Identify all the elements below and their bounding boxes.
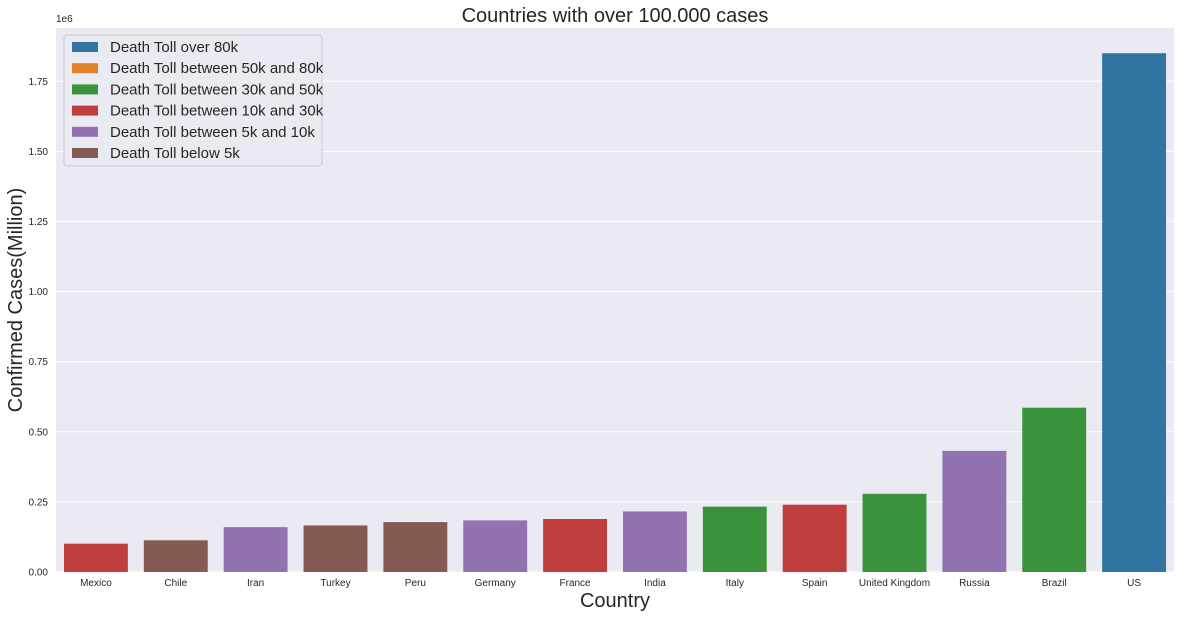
x-tick-label: Russia [959, 578, 990, 589]
y-tick-label: 1.25 [29, 217, 49, 228]
legend-label: Death Toll below 5k [110, 145, 240, 162]
bar [383, 522, 448, 572]
y-tick-label: 1.50 [29, 147, 49, 158]
bar [1022, 407, 1087, 572]
y-tick-label: 1.00 [29, 287, 49, 298]
x-tick-label: France [560, 578, 592, 589]
bar [702, 506, 767, 572]
x-tick-label: Italy [726, 578, 744, 589]
x-tick-label: Chile [164, 578, 187, 589]
legend-swatch [72, 63, 98, 74]
bar [1102, 53, 1167, 572]
x-tick-label: Mexico [80, 578, 112, 589]
y-tick-label: 0.50 [29, 427, 49, 438]
y-tick-label: 1.75 [29, 77, 49, 88]
bar [862, 493, 927, 572]
x-tick-label: United Kingdom [859, 578, 930, 589]
legend-swatch [72, 84, 98, 95]
legend-label: Death Toll over 80k [110, 39, 239, 56]
legend-swatch [72, 126, 98, 137]
bar [543, 519, 608, 572]
bar [782, 504, 847, 572]
bar [942, 450, 1007, 572]
y-offset-label: 1e6 [56, 14, 73, 25]
legend-label: Death Toll between 10k and 30k [110, 103, 324, 120]
bar [463, 520, 528, 572]
legend-swatch [72, 148, 98, 158]
x-tick-label: Germany [475, 578, 516, 589]
chart-title: Countries with over 100.000 cases [462, 5, 769, 27]
x-tick-label: Peru [405, 578, 426, 589]
legend-label: Death Toll between 5k and 10k [110, 124, 315, 141]
x-axis-label: Country [580, 590, 650, 612]
bar [622, 511, 687, 572]
legend-label: Death Toll between 50k and 80k [110, 60, 324, 77]
x-tick-label: Iran [247, 578, 264, 589]
bar [223, 527, 288, 572]
y-axis-label: Confirmed Cases(Million) [5, 188, 27, 413]
bar [143, 540, 208, 572]
legend-swatch [72, 105, 98, 116]
legend: Death Toll over 80k Death Toll between 50… [63, 34, 324, 167]
x-tick-label: US [1127, 578, 1141, 589]
x-tick-label: Brazil [1042, 578, 1067, 589]
x-tick-label: India [644, 578, 666, 589]
y-tick-labels: 0.00 0.25 0.50 0.75 1.00 1.25 1.50 1.75 [29, 77, 49, 579]
bar [303, 525, 368, 572]
legend-swatch [72, 42, 98, 52]
x-tick-label: Turkey [320, 578, 350, 589]
bars [63, 53, 1167, 572]
x-tick-label: Spain [802, 578, 828, 589]
x-tick-labels: Mexico Chile Iran Turkey Peru Germany France In… [80, 578, 1141, 589]
legend-frame [63, 34, 323, 167]
legend-label: Death Toll between 30k and 50k [110, 81, 324, 98]
y-tick-label: 0.75 [29, 357, 49, 368]
y-tick-label: 0.25 [29, 497, 49, 508]
bar [63, 543, 128, 572]
y-tick-label: 0.00 [29, 568, 49, 579]
